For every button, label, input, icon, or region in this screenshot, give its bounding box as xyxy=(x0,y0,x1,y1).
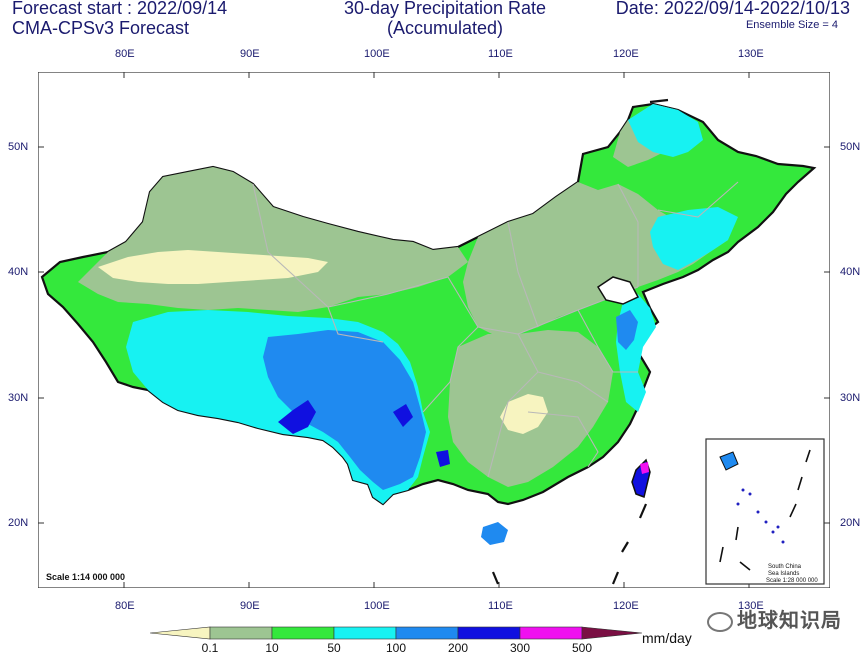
region-blue-southwest xyxy=(263,330,426,490)
colorbar-swatch-0 xyxy=(150,626,211,640)
watermark-icon xyxy=(707,611,733,632)
map-ticks xyxy=(38,72,830,588)
region-dry-sichuan-basin xyxy=(500,394,548,434)
region-darkblue-yarlung xyxy=(278,400,316,434)
watermark-label: 地球知识局 xyxy=(737,610,842,632)
lat-label-40n-right: 40N xyxy=(840,266,861,278)
watermark-text: 地球知识局 xyxy=(707,604,842,633)
forecast-start-label: Forecast start : 2022/09/14 xyxy=(12,0,228,18)
lon-label-90e-top: 90E xyxy=(240,48,260,60)
lat-label-20n-left: 20N xyxy=(8,517,29,529)
region-dry-tarim xyxy=(98,250,328,284)
lon-label-100e-bottom: 100E xyxy=(364,600,390,612)
colorbar-swatch-7 xyxy=(581,626,643,640)
colorbar-label-0: 0.1 xyxy=(201,641,219,655)
colorbar-label-3: 100 xyxy=(385,641,407,655)
inset-scale-label: Scale 1:28 000 000 xyxy=(766,578,818,584)
colorbar-label-1: 10 xyxy=(265,641,279,655)
colorbar-label-2: 50 xyxy=(327,641,341,655)
lon-label-120e-bottom: 120E xyxy=(613,600,639,612)
lat-label-30n-left: 30N xyxy=(8,392,29,404)
region-blue-yangtze-delta xyxy=(616,310,638,350)
inset-label-line2: Sea Islands xyxy=(768,571,799,577)
precipitation-map: South China Sea Islands Scale 1:28 000 0… xyxy=(38,72,830,588)
map-subtitle: (Accumulated) xyxy=(386,18,504,38)
lon-label-130e-top: 130E xyxy=(738,48,764,60)
lon-label-120e-top: 120E xyxy=(613,48,639,60)
region-taiwan-max xyxy=(640,462,649,474)
bohai-sea xyxy=(596,276,640,305)
region-blue-hainan xyxy=(481,522,508,545)
lon-label-90e-bottom: 90E xyxy=(240,600,260,612)
lat-label-50n-right: 50N xyxy=(840,141,861,153)
lat-label-40n-left: 40N xyxy=(8,266,29,278)
colorbar-swatch-1 xyxy=(209,626,273,640)
map-title: 30-day Precipitation Rate xyxy=(343,0,547,18)
inset-label-line1: South China xyxy=(768,564,802,570)
lon-label-100e-top: 100E xyxy=(364,48,390,60)
colorbar-swatch-4 xyxy=(395,626,459,640)
region-darkblue-guangxi xyxy=(436,450,450,467)
colorbar-swatch-6 xyxy=(519,626,583,640)
colorbar-swatch-2 xyxy=(271,626,335,640)
colorbar-swatch-5 xyxy=(457,626,521,640)
lon-label-130e-bottom: 130E xyxy=(738,600,764,612)
colorbar-swatch-3 xyxy=(333,626,397,640)
colorbar-label-6: 500 xyxy=(571,641,593,655)
lon-label-110e-top: 110E xyxy=(488,48,513,60)
lat-label-50n-left: 50N xyxy=(8,141,29,153)
date-range-label: Date: 2022/09/14-2022/10/13 xyxy=(615,0,850,18)
lon-label-80e-top: 80E xyxy=(115,48,135,60)
region-cyan-liaoning xyxy=(650,207,738,270)
colorbar-label-4: 200 xyxy=(447,641,469,655)
colorbar-unit: mm/day xyxy=(642,630,692,646)
ensemble-size-label: Ensemble Size = 4 xyxy=(745,19,838,31)
model-name-label: CMA-CPSv3 Forecast xyxy=(12,18,190,38)
map-scale-label: Scale 1:14 000 000 xyxy=(46,572,125,582)
lat-label-20n-right: 20N xyxy=(840,517,861,529)
south-china-sea-inset: South China Sea Islands Scale 1:28 000 0… xyxy=(705,438,825,585)
region-cyan-northeast xyxy=(628,104,703,157)
boundary-dashes xyxy=(491,98,669,585)
lon-label-110e-bottom: 110E xyxy=(488,600,513,612)
colorbar xyxy=(150,626,643,640)
colorbar-label-5: 300 xyxy=(509,641,531,655)
lon-label-80e-bottom: 80E xyxy=(115,600,135,612)
region-darkblue-yunnan xyxy=(393,404,413,427)
lat-label-30n-right: 30N xyxy=(840,392,861,404)
province-borders xyxy=(252,181,739,478)
